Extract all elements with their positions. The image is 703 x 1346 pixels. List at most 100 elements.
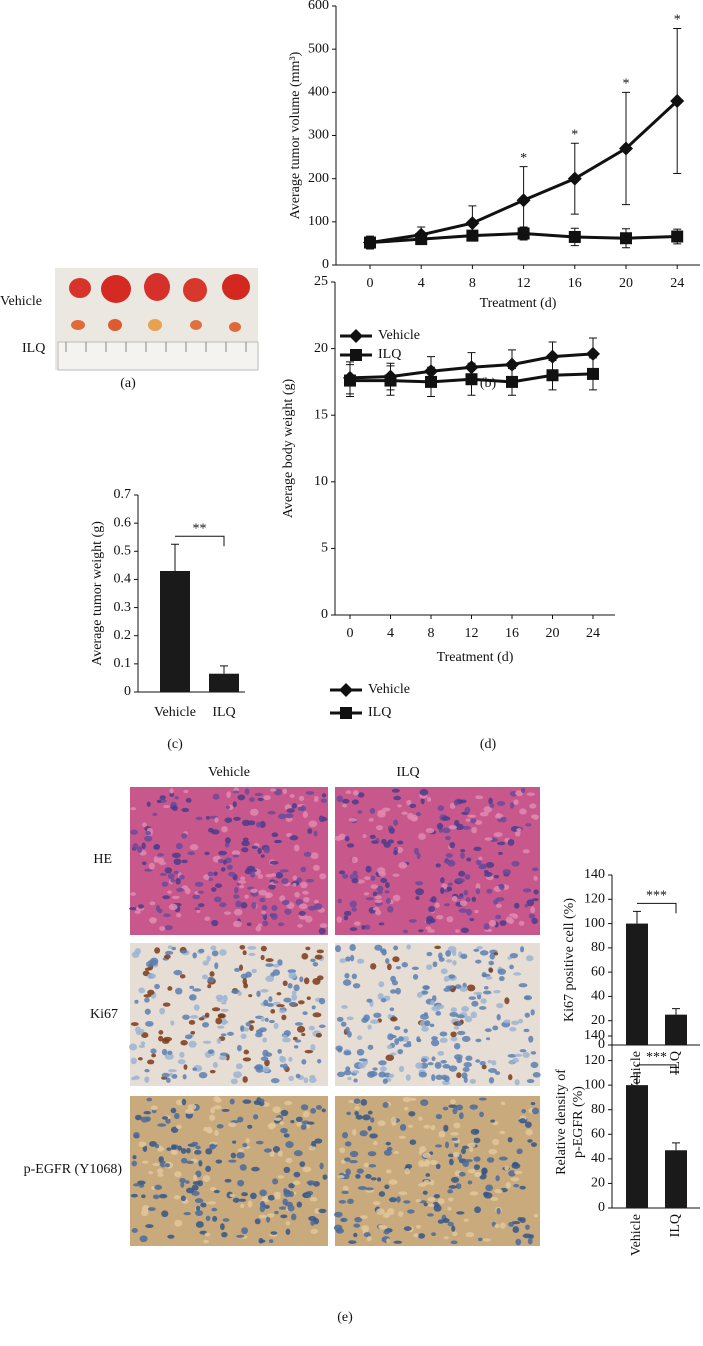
cell xyxy=(261,904,268,911)
cell xyxy=(496,1207,501,1215)
cell xyxy=(406,944,411,950)
cell xyxy=(293,1150,303,1157)
cell xyxy=(250,888,258,894)
cell xyxy=(460,852,466,859)
cell xyxy=(398,1135,406,1139)
cell xyxy=(157,1173,164,1177)
cell xyxy=(310,852,319,860)
cell xyxy=(376,1208,385,1215)
y-tick-label: 0.2 xyxy=(114,628,132,643)
cell xyxy=(288,1190,295,1197)
cell xyxy=(167,890,172,894)
cell xyxy=(278,813,287,820)
cell xyxy=(530,1102,536,1106)
cell xyxy=(246,922,252,927)
cell xyxy=(461,1072,468,1079)
cell xyxy=(170,1020,175,1026)
cell xyxy=(442,1218,450,1224)
cell xyxy=(496,1002,504,1009)
cell xyxy=(486,1157,495,1163)
cell xyxy=(452,1231,458,1237)
panel-label: (e) xyxy=(337,1310,353,1325)
cell xyxy=(196,909,201,914)
cell xyxy=(344,1157,351,1162)
cell xyxy=(507,1053,517,1058)
marker xyxy=(567,171,582,186)
cell xyxy=(232,920,242,928)
cell xyxy=(529,803,537,809)
cell xyxy=(214,962,219,970)
cell xyxy=(450,1036,458,1042)
cell xyxy=(189,994,197,1001)
cell xyxy=(390,1052,397,1056)
cell xyxy=(470,1128,480,1135)
cell xyxy=(485,976,493,980)
cell xyxy=(416,852,421,860)
cell xyxy=(454,1054,463,1060)
cell xyxy=(260,988,269,993)
cell xyxy=(181,859,188,864)
cell xyxy=(408,919,417,923)
cell xyxy=(524,995,530,1000)
cell xyxy=(460,927,469,934)
cell xyxy=(302,1166,312,1173)
cell xyxy=(431,1036,438,1041)
cell xyxy=(272,1106,282,1113)
cell xyxy=(269,860,279,865)
cell xyxy=(496,841,506,846)
cell xyxy=(378,1191,386,1197)
cell xyxy=(476,946,483,950)
cell xyxy=(239,1164,247,1171)
panel-label: (a) xyxy=(120,376,136,391)
cell xyxy=(420,797,425,805)
cell xyxy=(355,1173,361,1179)
cell xyxy=(248,952,256,956)
cell xyxy=(156,799,162,804)
cell xyxy=(207,976,215,983)
cell xyxy=(144,1076,150,1083)
cell xyxy=(454,984,462,989)
cell xyxy=(294,1022,304,1026)
cell xyxy=(519,946,525,953)
cell xyxy=(319,1162,324,1170)
cell xyxy=(340,1021,347,1027)
cell xyxy=(137,846,143,854)
cell xyxy=(202,960,209,966)
cell xyxy=(192,952,197,959)
row-label: p-EGFR (Y1068) xyxy=(24,1162,123,1177)
cell xyxy=(144,835,153,842)
y-tick-label: 20 xyxy=(591,1176,605,1191)
cell xyxy=(216,1038,222,1044)
cell xyxy=(131,951,140,959)
row-label: HE xyxy=(93,852,112,867)
cell xyxy=(139,1235,148,1243)
y-tick-label: 0 xyxy=(124,684,131,699)
cell xyxy=(300,1124,307,1131)
cell xyxy=(357,810,363,814)
cell xyxy=(365,1173,372,1179)
cell xyxy=(251,902,257,909)
cell xyxy=(137,904,145,909)
cell xyxy=(299,1161,306,1167)
cell xyxy=(273,880,279,884)
cell xyxy=(211,1207,218,1212)
cell xyxy=(145,1224,154,1229)
cell xyxy=(377,890,383,895)
cell xyxy=(432,961,438,968)
cell xyxy=(373,1141,378,1146)
cell xyxy=(413,1233,419,1238)
cell xyxy=(498,975,505,982)
cell xyxy=(453,800,459,806)
cell xyxy=(531,867,539,872)
cell xyxy=(274,1210,279,1215)
cell xyxy=(232,854,240,858)
cell xyxy=(510,1177,520,1182)
cell xyxy=(469,1147,474,1153)
cell xyxy=(439,1031,448,1037)
cell xyxy=(292,1036,298,1041)
cell xyxy=(288,972,297,980)
error-bar xyxy=(171,543,179,571)
cell xyxy=(176,913,182,918)
cell xyxy=(526,899,535,907)
cell xyxy=(193,1004,200,1011)
